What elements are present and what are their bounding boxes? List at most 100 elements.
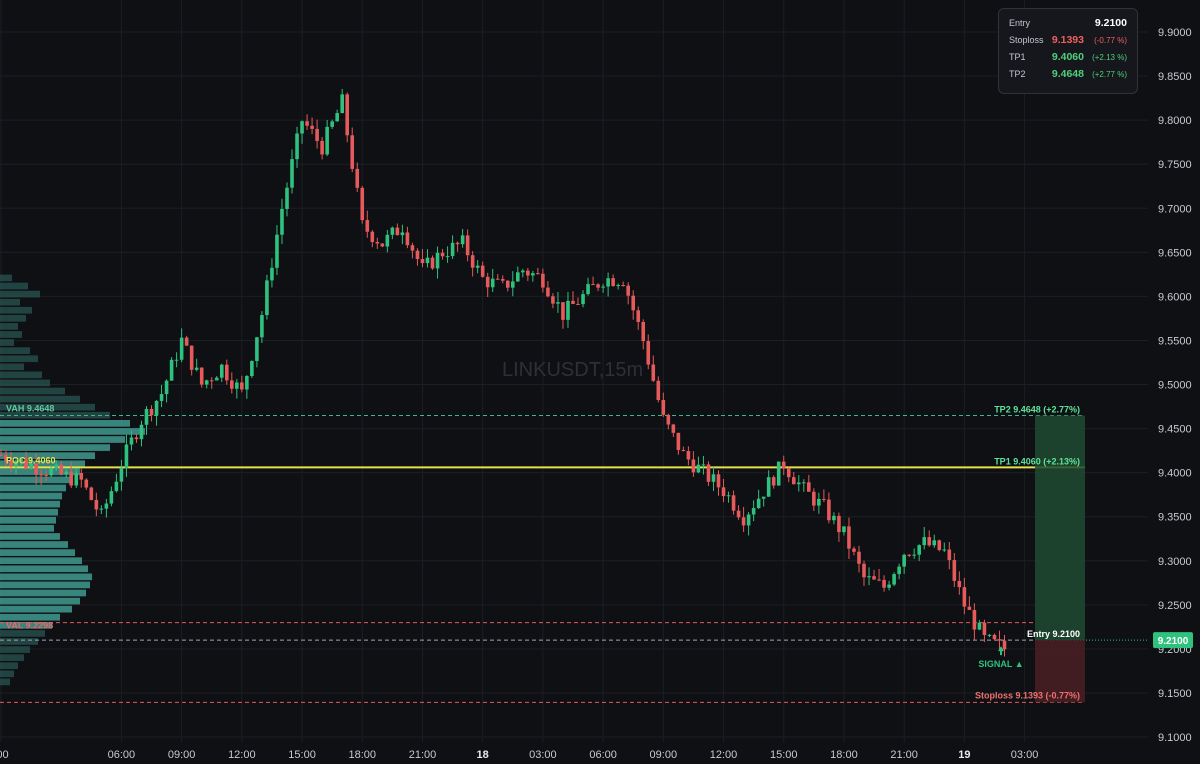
candle: [781, 455, 786, 476]
candle-body: [94, 499, 99, 510]
candle: [189, 345, 194, 376]
candle: [350, 127, 355, 173]
candle: [756, 489, 761, 510]
candle-body: [4, 455, 8, 462]
volume-profile-bar: [0, 452, 95, 460]
candle: [199, 367, 204, 388]
volume-profile-bar: [0, 678, 10, 686]
candle-body: [84, 479, 89, 488]
candle: [776, 461, 781, 486]
time-tick-label: 19: [958, 749, 970, 761]
candle: [982, 619, 987, 643]
candle: [59, 461, 64, 476]
candle-body: [531, 273, 535, 276]
candle-body: [325, 126, 329, 155]
candle-body: [154, 400, 159, 416]
time-tick-label: 18: [477, 749, 489, 761]
candle-body: [812, 491, 816, 506]
candle: [410, 242, 415, 259]
candle-body: [380, 243, 385, 247]
time-tick-label: 21:00: [890, 749, 918, 761]
volume-profile-bar: [0, 565, 88, 573]
candle: [445, 246, 450, 263]
candle-body: [54, 464, 58, 469]
price-tick-label: 9.1000: [1158, 732, 1192, 744]
poc-label: POC 9.4060: [6, 455, 56, 465]
candle-body: [385, 234, 390, 247]
candle-body: [370, 231, 375, 243]
candle: [937, 539, 942, 552]
volume-profile-bar: [0, 573, 92, 581]
candle: [666, 413, 671, 430]
candle: [230, 372, 234, 394]
candle: [365, 210, 370, 238]
candle-body: [295, 133, 299, 160]
candle-body: [179, 337, 184, 360]
volume-profile-bar: [0, 468, 80, 476]
candle: [49, 465, 53, 478]
tp2-label: TP2: [1009, 69, 1026, 79]
volume-profile-bar: [0, 476, 70, 484]
candle-body: [551, 296, 555, 304]
volume-profile-bar: [0, 290, 40, 298]
candle: [440, 249, 445, 260]
candle-body: [64, 471, 69, 474]
candle-body: [631, 295, 636, 311]
candle: [385, 230, 390, 253]
candle-body: [245, 375, 249, 390]
time-tick-label: 18:00: [830, 749, 858, 761]
candle: [601, 283, 605, 293]
candle-body: [847, 526, 851, 549]
candle-body: [375, 242, 380, 244]
candle-body: [696, 464, 701, 473]
entry-label: Entry: [1009, 18, 1031, 28]
time-tick-label: 09:00: [168, 749, 196, 761]
tp1-value: 9.4060: [1051, 51, 1084, 63]
candle-body: [470, 255, 475, 268]
candle: [656, 376, 661, 403]
candle: [139, 420, 144, 447]
candle: [942, 542, 947, 553]
candle-body: [972, 609, 977, 630]
candle: [676, 432, 681, 455]
candle: [240, 375, 244, 393]
candle: [636, 306, 641, 330]
candle-body: [119, 467, 124, 482]
price-tick-label: 9.4500: [1158, 424, 1192, 436]
candle: [129, 430, 134, 451]
candle-body: [736, 510, 741, 518]
candle-body: [796, 482, 801, 485]
candle: [807, 474, 811, 492]
candle: [917, 544, 922, 562]
candle-body: [209, 380, 214, 382]
candle: [531, 270, 535, 282]
candle: [224, 359, 229, 385]
trade-info-panel: Entry 9.2100 Stoploss 9.1393 (-0.77 %) T…: [998, 8, 1138, 94]
candle: [119, 459, 124, 491]
candle-body: [134, 437, 139, 440]
candle-body: [962, 587, 967, 607]
volume-profile-bar: [0, 306, 32, 314]
time-axis: :00 06:00 09:00 12:00 15:00 18:00 21:00 18 03:00…: [0, 749, 1038, 761]
candle-body: [280, 208, 284, 235]
candle: [420, 249, 425, 268]
candle-body: [39, 474, 43, 476]
candle: [516, 266, 520, 283]
candle: [751, 500, 756, 522]
candle: [681, 446, 686, 452]
candle: [761, 496, 766, 507]
candle-body: [837, 515, 841, 533]
candle: [581, 290, 585, 308]
candle: [345, 92, 350, 143]
candle: [862, 560, 866, 586]
candle-body: [691, 459, 696, 473]
candle: [285, 182, 289, 217]
candle-body: [541, 273, 545, 288]
candle-body: [711, 474, 716, 482]
candle: [591, 276, 595, 286]
candle: [786, 465, 791, 483]
last-price-tag: [1153, 632, 1193, 649]
volume-profile-bar: [0, 525, 54, 532]
candle-body: [721, 487, 726, 497]
